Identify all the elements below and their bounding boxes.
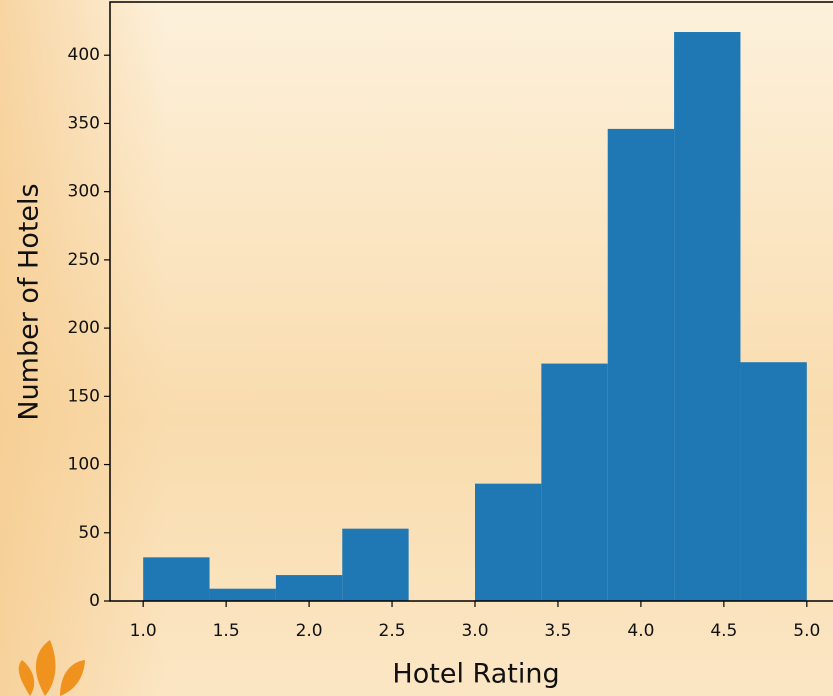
leaf-decoration <box>18 640 85 696</box>
x-tick-label: 2.0 <box>296 621 323 641</box>
x-tick-label: 2.5 <box>379 621 406 641</box>
bar <box>342 528 409 601</box>
bar <box>607 128 675 602</box>
y-tick-label: 100 <box>68 455 100 475</box>
y-tick-label: 0 <box>89 591 100 611</box>
bar <box>209 588 276 601</box>
y-axis-label: Number of Hotels <box>14 183 45 420</box>
bar <box>541 363 608 601</box>
bar <box>475 483 542 601</box>
y-tick-label: 150 <box>68 386 100 406</box>
x-tick-label: 4.0 <box>627 621 654 641</box>
x-tick-label: 3.0 <box>461 621 488 641</box>
x-tick-label: 1.0 <box>130 621 157 641</box>
x-tick-label: 4.5 <box>710 621 737 641</box>
x-tick-label: 3.5 <box>544 621 571 641</box>
x-axis-label: Hotel Rating <box>392 659 559 690</box>
bar <box>275 575 343 601</box>
bar <box>143 557 210 601</box>
y-tick-label: 400 <box>68 45 100 65</box>
bar <box>740 362 807 601</box>
y-tick-label: 200 <box>68 318 100 338</box>
x-tick-label: 5.0 <box>793 621 820 641</box>
bar <box>674 32 741 601</box>
y-tick-label: 300 <box>68 182 100 202</box>
x-tick-label: 1.5 <box>213 621 240 641</box>
y-tick-label: 50 <box>78 523 100 543</box>
y-tick-label: 350 <box>68 113 100 133</box>
plot-area: 0 50 100 150 200 250 300 350 400 1.0 1.5 2.0 2.5 3.0 3… <box>68 1 833 641</box>
y-tick-label: 250 <box>68 250 100 270</box>
